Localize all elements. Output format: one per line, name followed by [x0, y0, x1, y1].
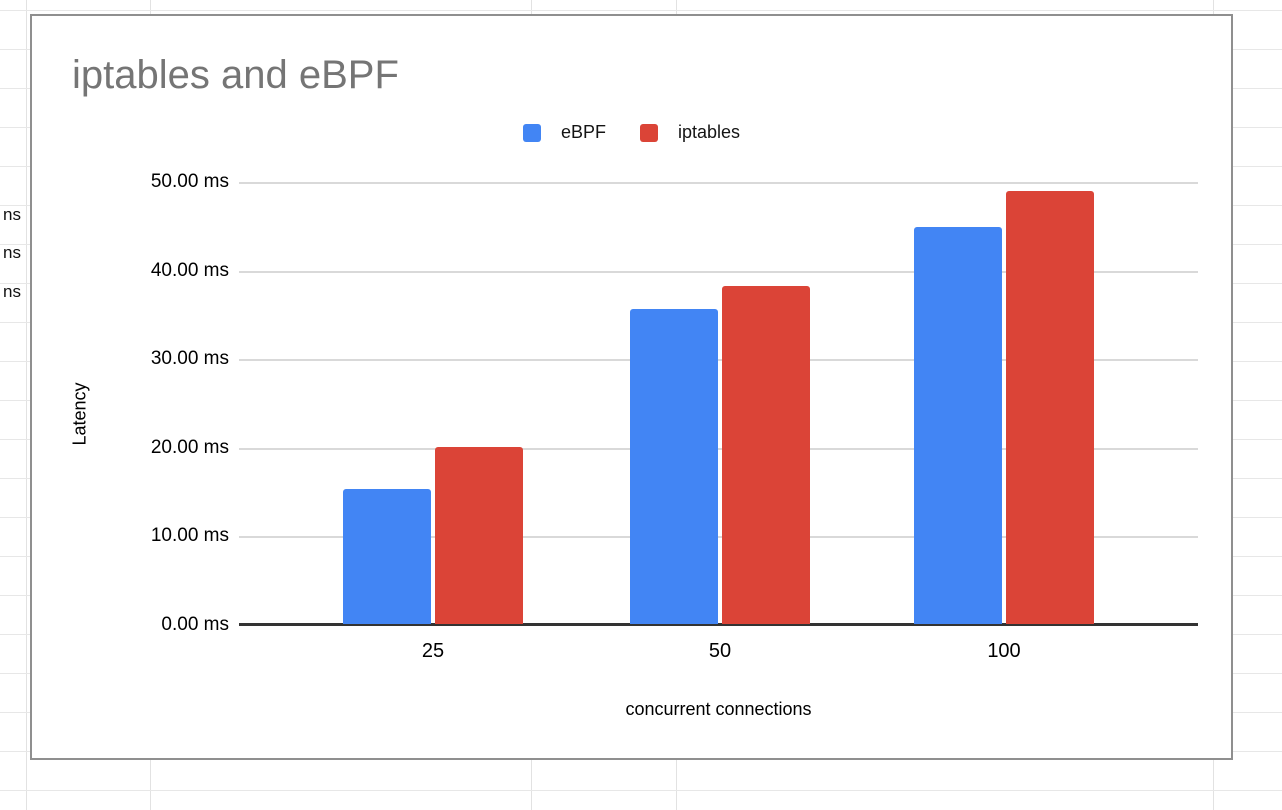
- legend-swatch-icon: [639, 123, 658, 142]
- x-tick-label: 50: [708, 640, 732, 662]
- grid-column-line: [26, 0, 27, 810]
- y-tick-label: 50.00 ms: [150, 171, 229, 192]
- chart-title: iptables and eBPF: [72, 53, 399, 97]
- y-tick-label: 0.00 ms: [161, 614, 229, 635]
- bar-iptables-25: [435, 446, 523, 624]
- y-axis-title: Latency: [69, 382, 90, 446]
- y-gridline: [239, 270, 1198, 273]
- y-tick-label: 30.00 ms: [150, 348, 229, 370]
- cell-text-fragment: ns: [3, 243, 21, 262]
- x-axis-line: [239, 623, 1198, 626]
- legend-item-ebpf: eBPF: [522, 122, 606, 143]
- cell-text-fragment: ns: [3, 282, 21, 301]
- bar-iptables-100: [1006, 190, 1094, 624]
- chart[interactable]: iptables and eBPF eBPF iptables 0.00 ms 10…: [30, 14, 1233, 760]
- legend-swatch-icon: [522, 123, 541, 142]
- legend-item-iptables: iptables: [639, 122, 741, 143]
- bar-ebpf-100: [914, 227, 1002, 624]
- plot-area: 0.00 ms 10.00 ms 20.00 ms 30.00 ms 40.00 ms 5…: [151, 171, 1198, 719]
- x-axis-title: concurrent connections: [625, 699, 812, 719]
- y-gridline: [239, 359, 1198, 362]
- bar-ebpf-50: [630, 309, 718, 624]
- y-gridline: [239, 447, 1198, 450]
- grid-row-line: [0, 790, 1282, 791]
- grid-row-line: [0, 10, 1282, 11]
- legend-label: eBPF: [560, 122, 606, 142]
- x-tick-label: 100: [987, 640, 1021, 662]
- bar-iptables-50: [722, 286, 810, 624]
- legend-label: iptables: [677, 122, 741, 142]
- y-tick-label: 10.00 ms: [150, 525, 229, 547]
- x-tick-label: 25: [421, 640, 445, 662]
- y-tick-label: 20.00 ms: [150, 436, 229, 458]
- y-gridline: [239, 182, 1198, 184]
- y-gridline: [239, 536, 1198, 539]
- chart-legend: eBPF iptables: [32, 122, 1231, 143]
- y-tick-label: 40.00 ms: [150, 259, 229, 281]
- bar-ebpf-25: [343, 489, 431, 624]
- cell-text-fragment: ns: [3, 205, 21, 224]
